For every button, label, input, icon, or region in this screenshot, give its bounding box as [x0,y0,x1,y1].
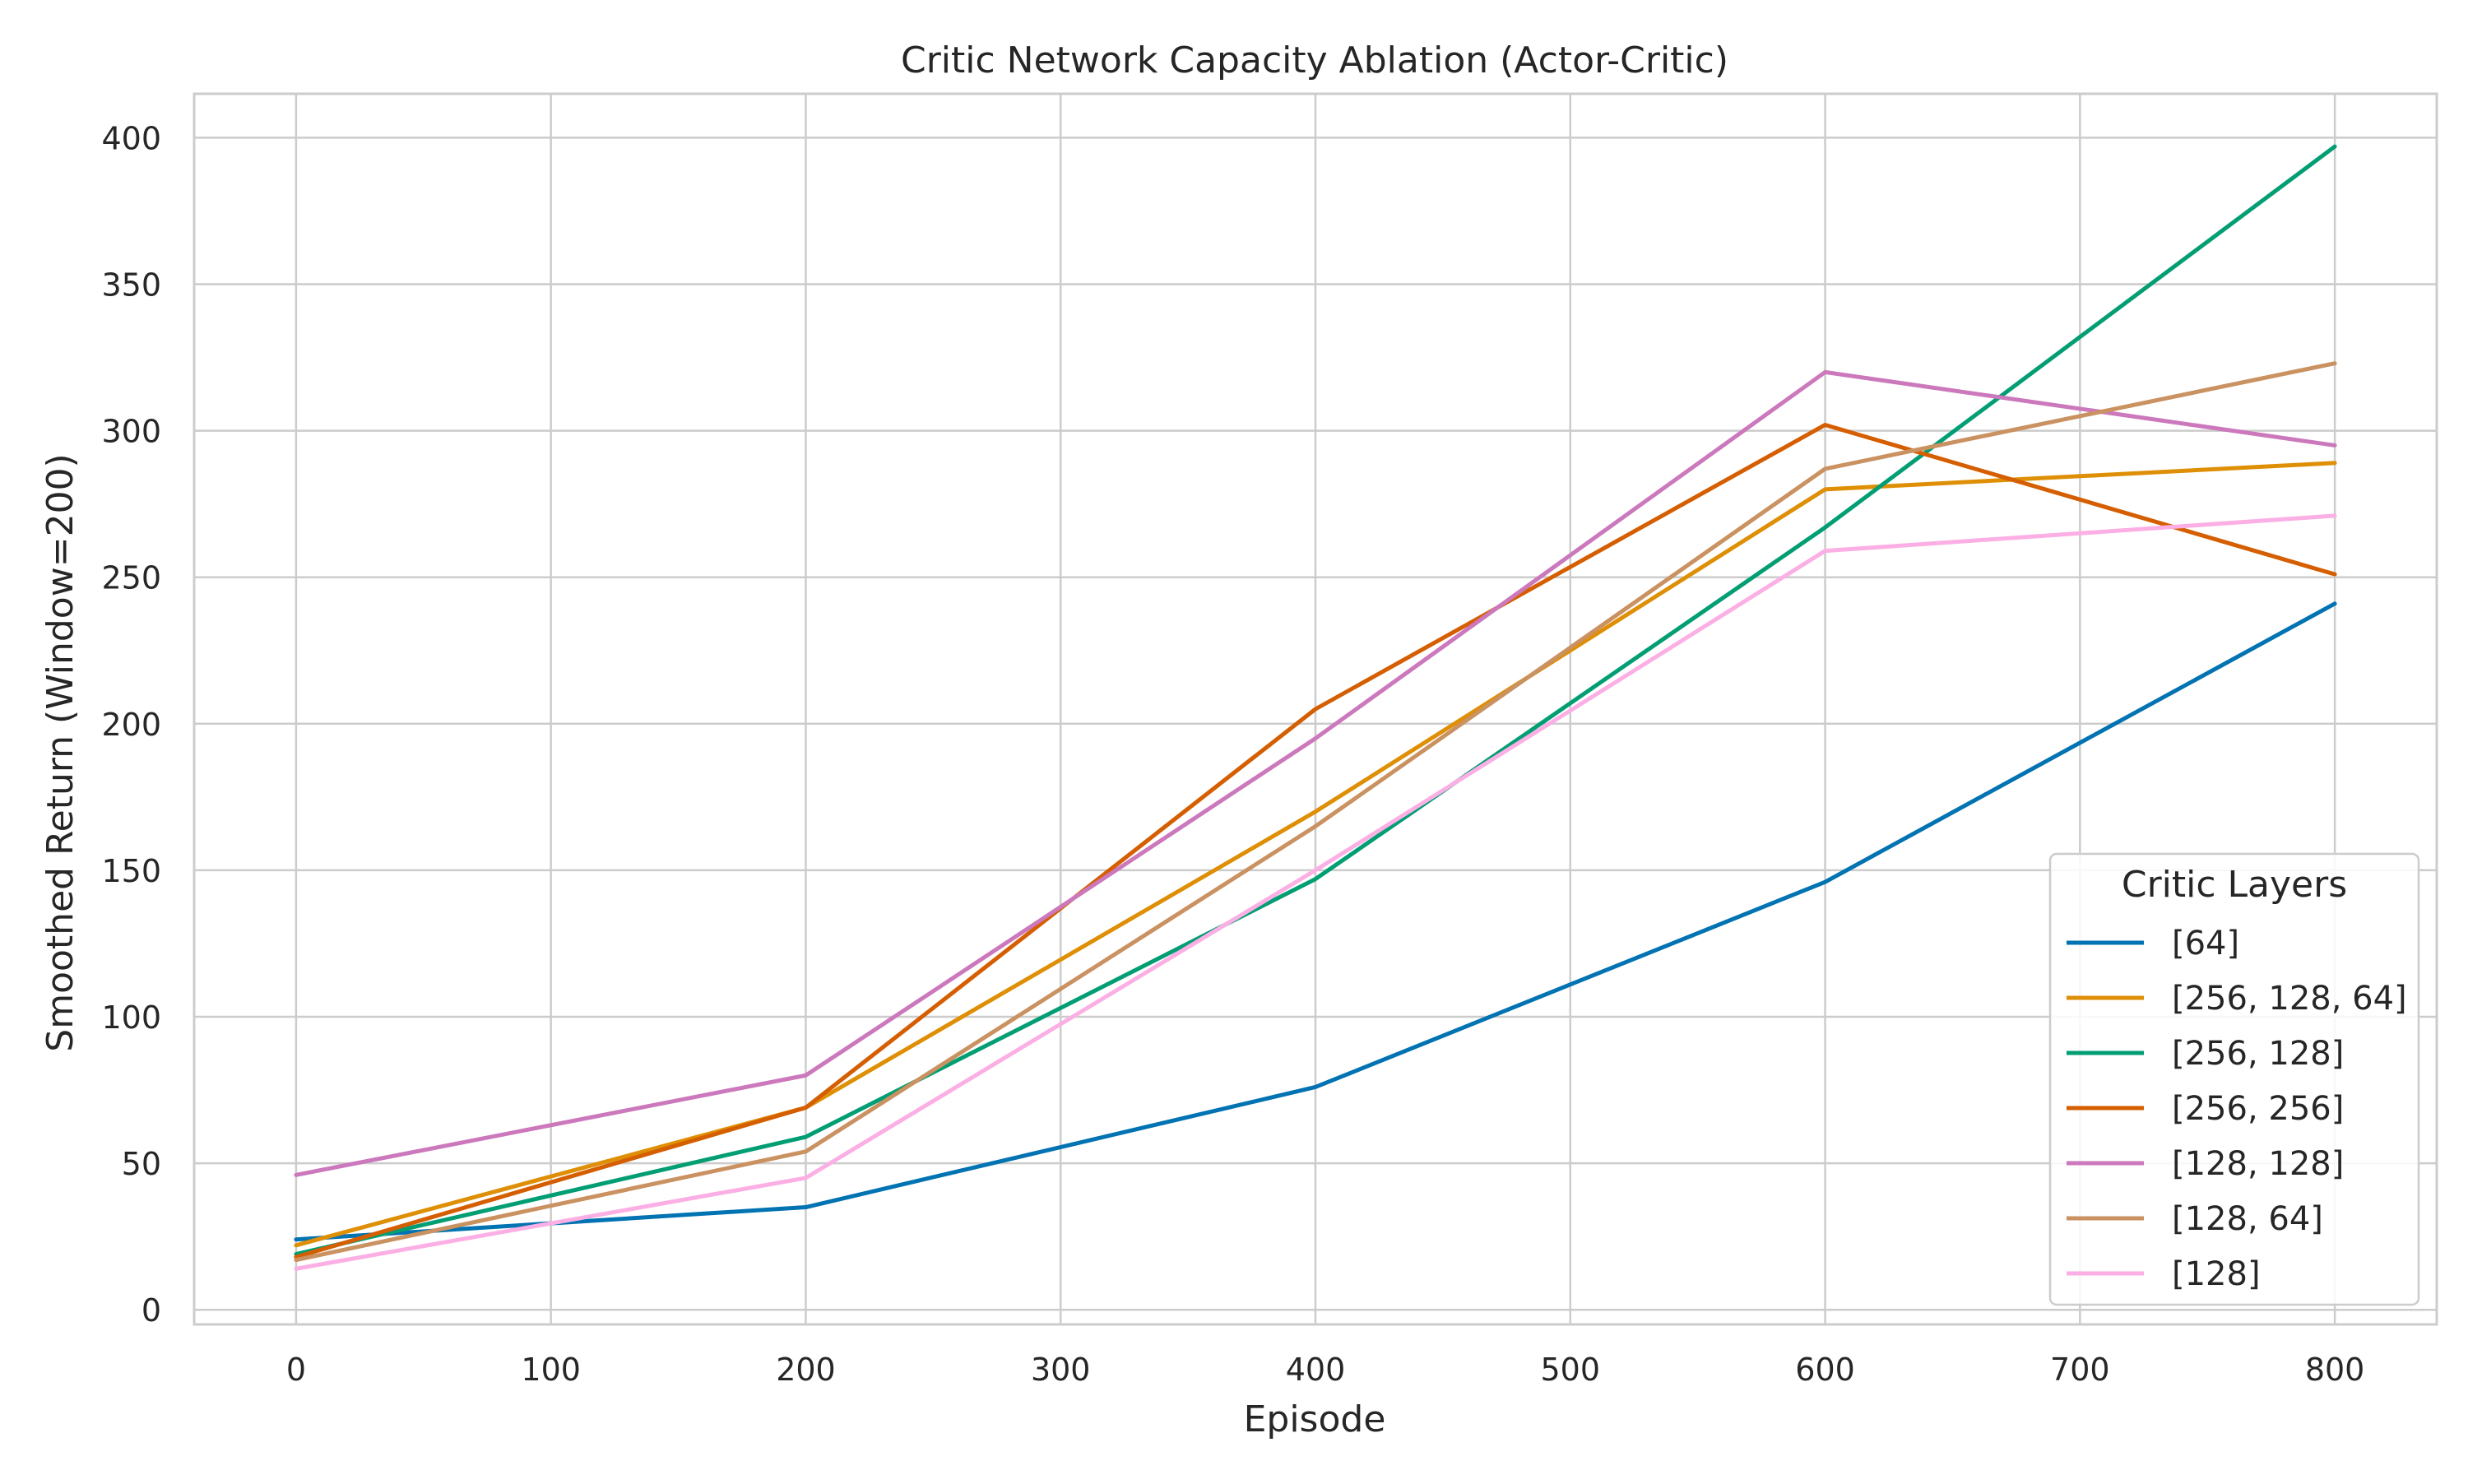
x-tick-label: 800 [2305,1352,2365,1388]
series-line-5 [294,361,2337,1263]
x-tick-label: 700 [2050,1352,2110,1388]
x-tick-label: 500 [1541,1352,1601,1388]
y-tick-label: 150 [101,853,161,889]
series-line-0 [294,601,2337,1242]
x-tick-label: 400 [1286,1352,1346,1388]
legend-label: [128] [2172,1255,2261,1293]
y-tick-label: 50 [122,1146,161,1182]
y-tick-label: 0 [141,1292,161,1329]
x-tick-label: 600 [1795,1352,1855,1388]
legend-label: [256, 128] [2172,1035,2344,1073]
tick-labels: 0 100 200 300 400 500 600 700 800 0 50 100 150 200 250… [101,120,2364,1388]
x-tick-label: 0 [286,1352,306,1388]
legend-entries: [64] [256, 128, 64] [256, 128] [256, 256] [1… [2067,925,2407,1293]
series-line-6 [294,513,2337,1271]
series-line-4 [294,369,2337,1177]
series-lines [294,144,2337,1271]
legend-label: [128, 64] [2172,1200,2323,1238]
legend-label: [256, 256] [2172,1090,2344,1128]
legend-label: [256, 128, 64] [2172,980,2407,1018]
gridlines [194,94,2437,1324]
legend-label: [64] [2172,925,2239,962]
x-tick-label: 300 [1031,1352,1091,1388]
series-line-3 [294,422,2337,1259]
y-tick-label: 250 [101,560,161,596]
y-tick-label: 400 [101,120,161,156]
y-tick-label: 200 [101,707,161,743]
chart-title: Critic Network Capacity Ablation (Actor-… [901,39,1728,81]
legend: Critic Layers [64] [256, 128, 64] [256, 12… [2048,852,2420,1306]
legend-label: [128, 128] [2172,1145,2344,1183]
x-tick-label: 200 [776,1352,836,1388]
series-line-1 [294,461,2337,1248]
y-tick-label: 300 [101,414,161,450]
y-axis-label: Smoothed Return (Window=200) [39,453,81,1051]
series-line-2 [294,144,2337,1257]
y-tick-label: 350 [101,267,161,304]
x-tick-label: 100 [521,1352,581,1388]
x-axis-label: Episode [1244,1398,1386,1440]
legend-box [2048,852,2420,1306]
y-tick-label: 100 [101,999,161,1036]
legend-title: Critic Layers [2122,864,2347,906]
